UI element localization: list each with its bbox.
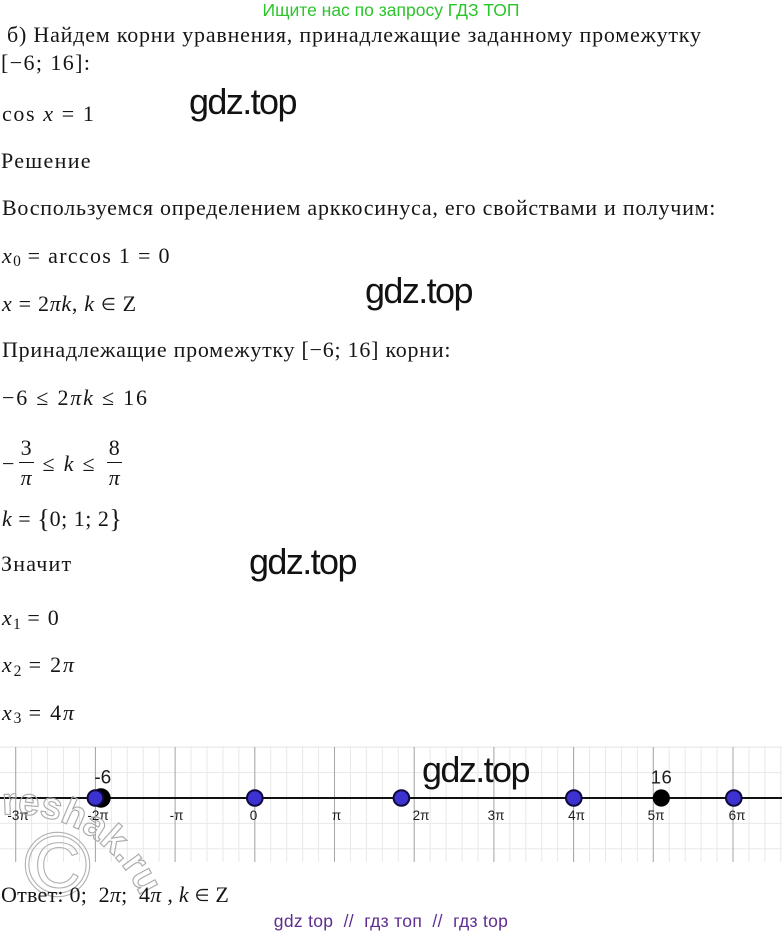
svg-text:C: C <box>34 830 80 902</box>
svg-text:4π: 4π <box>568 808 585 823</box>
svg-text:2π: 2π <box>413 808 430 823</box>
svg-text:3π: 3π <box>488 808 505 823</box>
svg-text:16: 16 <box>651 767 673 788</box>
svg-text:-3π: -3π <box>7 808 28 823</box>
svg-text:0: 0 <box>250 808 258 823</box>
svg-text:-π: -π <box>170 808 184 823</box>
svg-text:6π: 6π <box>729 808 746 823</box>
svg-text:-6: -6 <box>94 768 111 789</box>
svg-text:5π: 5π <box>648 808 665 823</box>
svg-text:-2π: -2π <box>87 808 108 823</box>
svg-text:π: π <box>332 808 341 823</box>
